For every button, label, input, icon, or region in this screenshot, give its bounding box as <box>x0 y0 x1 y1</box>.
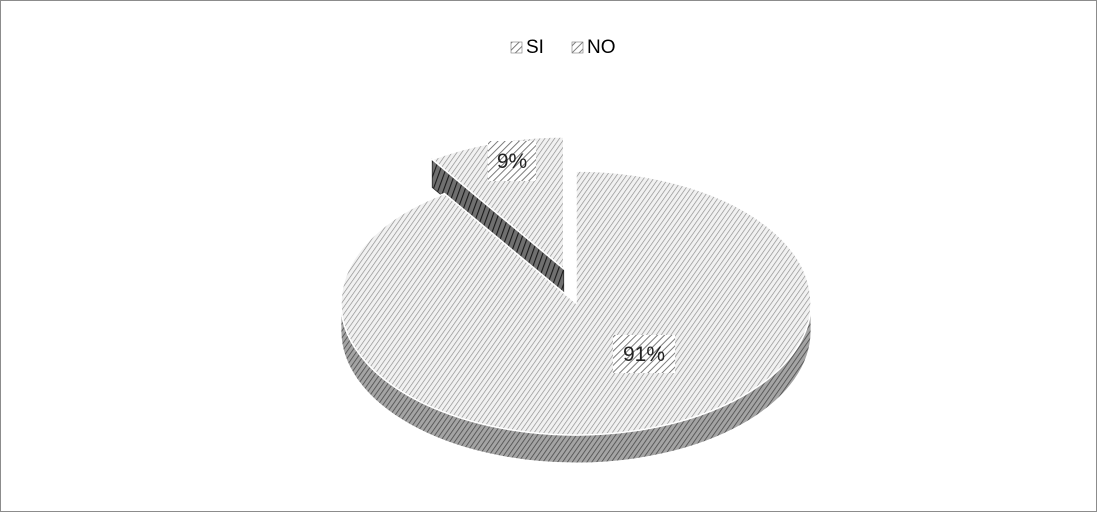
data-label-box-si <box>613 335 675 373</box>
data-label-si: 91% <box>623 343 665 366</box>
data-label-box-no <box>488 141 536 181</box>
legend-swatch-no <box>571 41 584 54</box>
slice-si <box>340 170 812 436</box>
legend-label-no: NO <box>587 37 616 58</box>
data-label-no: 9% <box>497 150 527 173</box>
legend-label-si: SI <box>526 37 544 58</box>
legend-swatch-si <box>510 41 523 54</box>
